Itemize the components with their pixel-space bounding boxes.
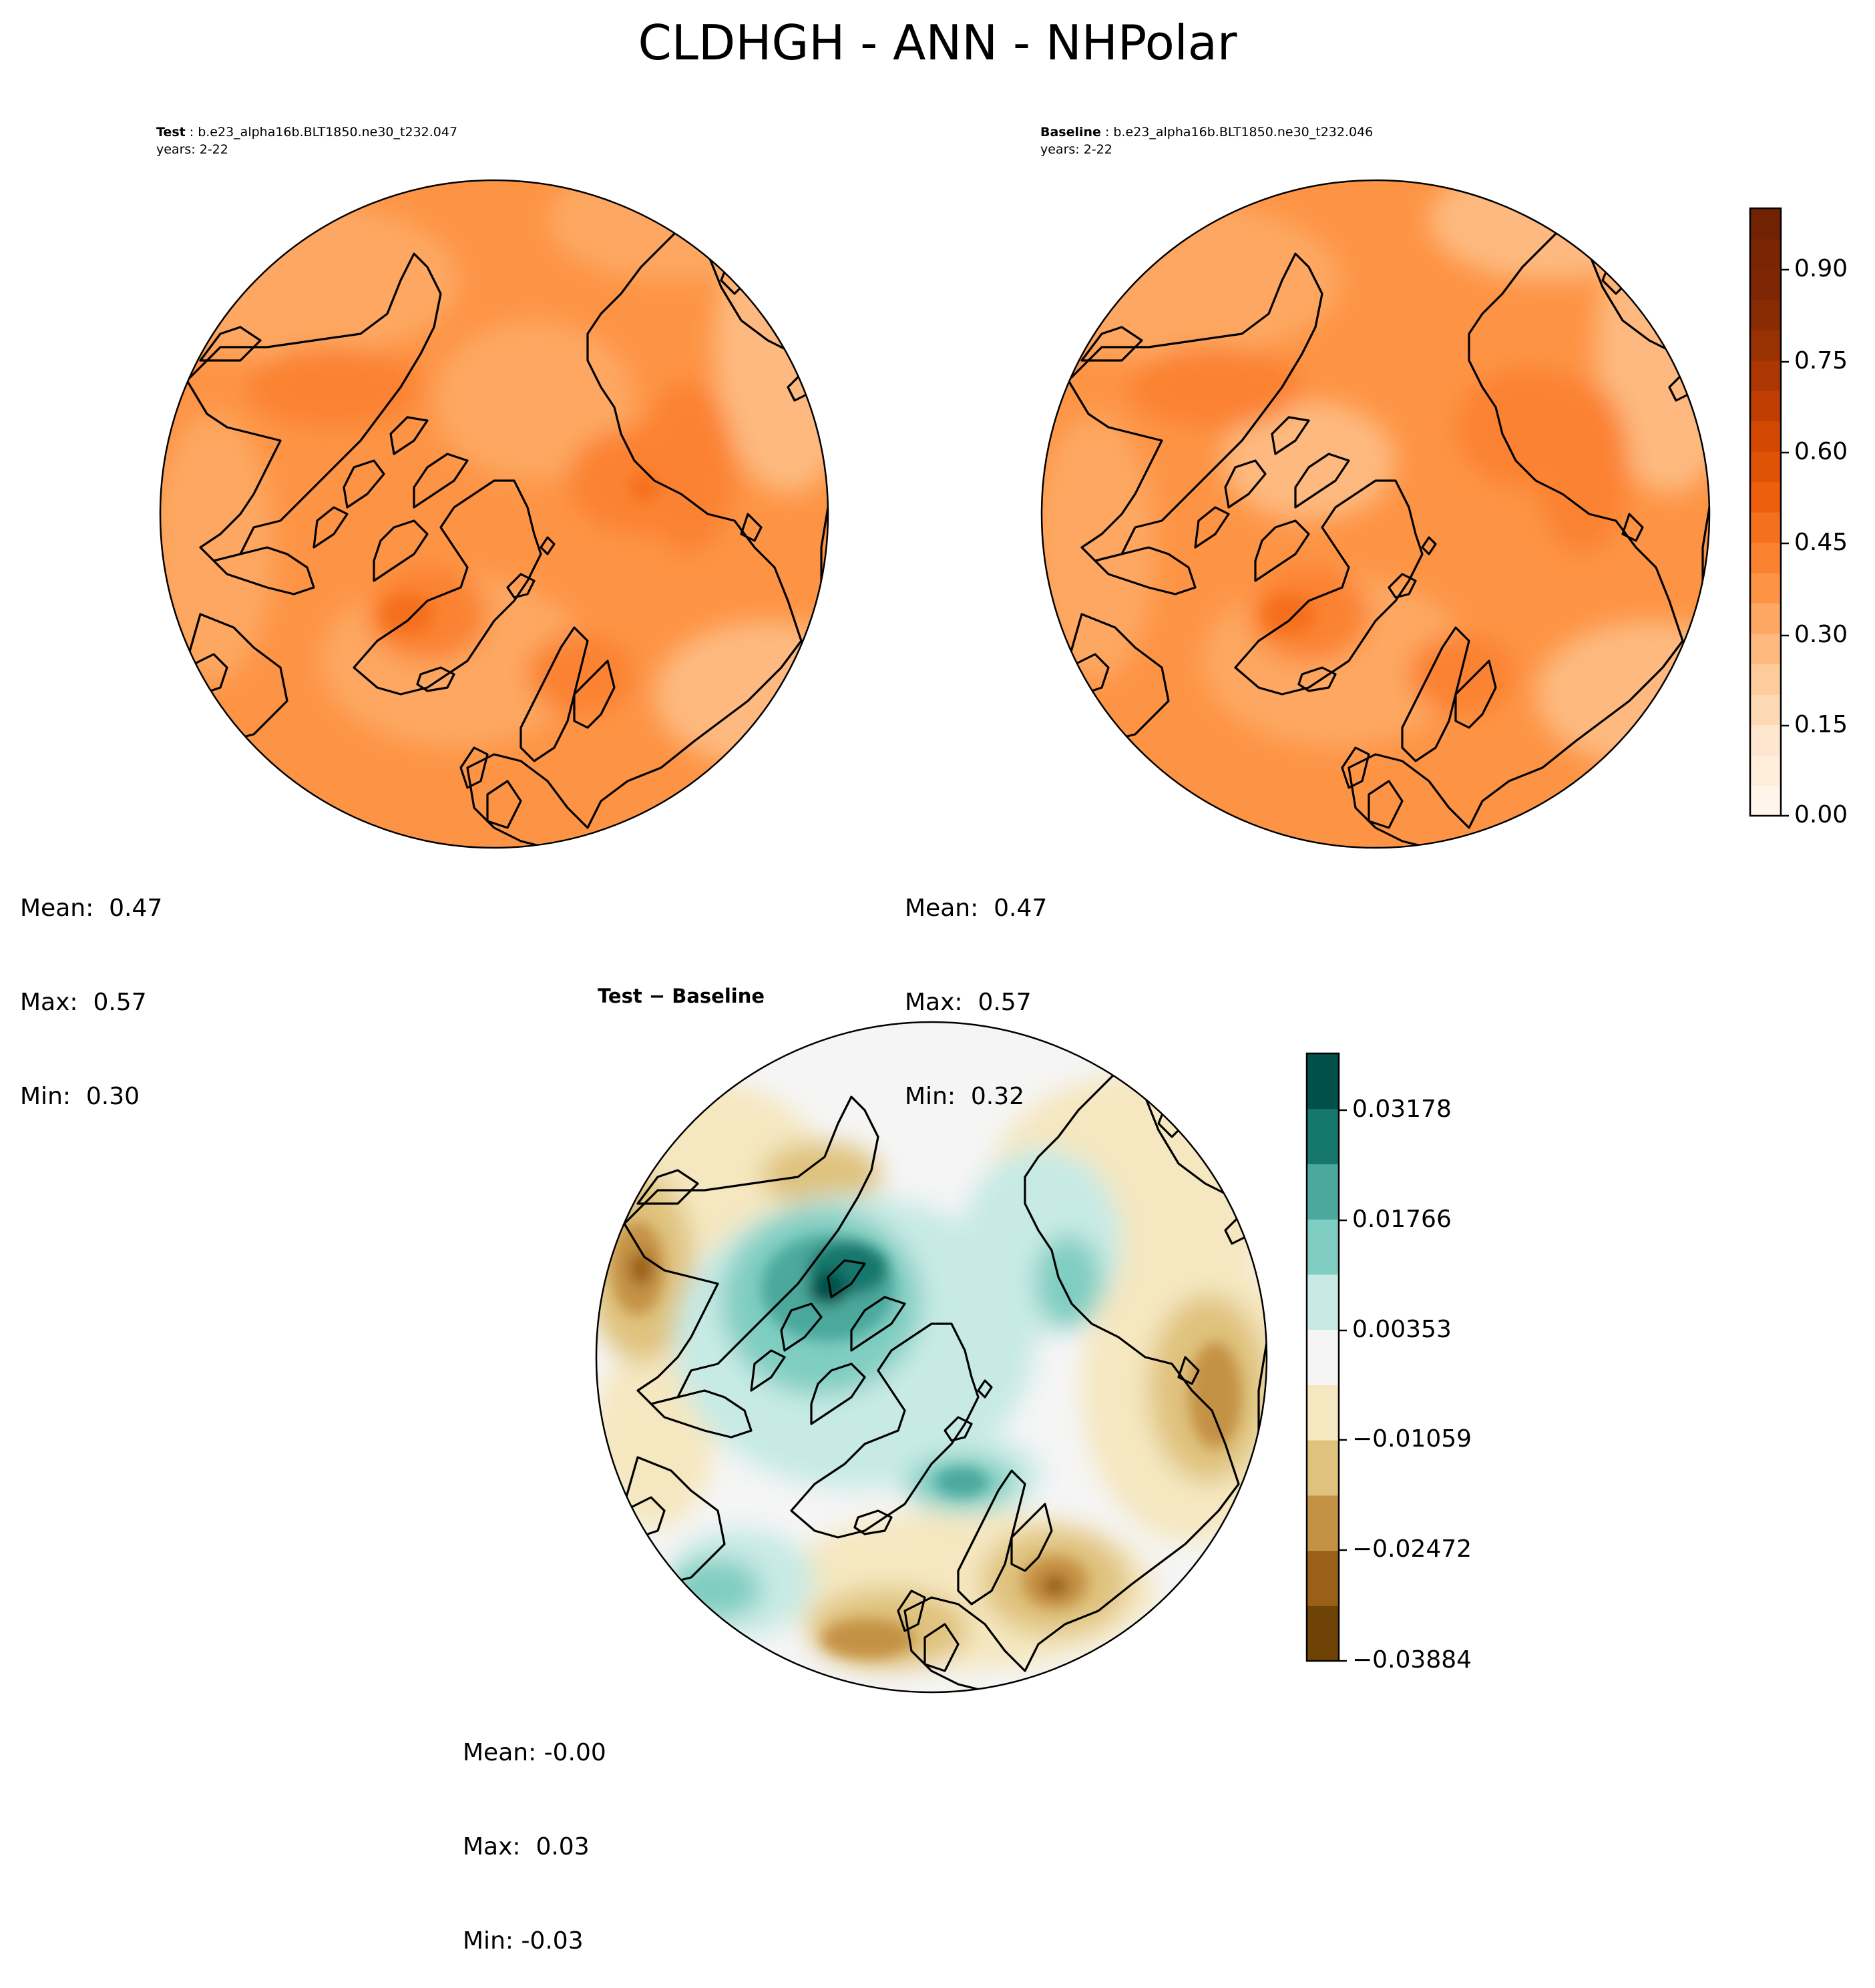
main-colorbar-level [1750,208,1781,240]
baseline-label: Baseline [1040,125,1101,140]
baseline-map [1040,179,1711,849]
test-case-line: Test : b.e23_alpha16b.BLT1850.ne30_t232.… [156,125,458,140]
main-colorbar-tick-label: 0.15 [1794,711,1848,738]
main-colorbar-level [1750,542,1781,573]
baseline-stat-max: Max: 0.57 [905,989,1032,1016]
main-colorbar-tick-label: 0.45 [1794,529,1848,556]
test-stat-min: Min: 0.30 [20,1083,140,1110]
test-stat-mean: Mean: 0.47 [20,895,163,922]
diff-colorbar-level [1307,1219,1339,1275]
diff-colorbar-level [1307,1108,1339,1165]
diff-stat-min: Min: -0.03 [463,1927,584,1955]
main-colorbar-level [1750,391,1781,422]
diff-colorbar-level [1307,1605,1339,1662]
diff-colorbar-level [1307,1550,1339,1606]
main-colorbar-level [1750,299,1781,330]
diff-colorbar-level [1307,1385,1339,1441]
main-colorbar-level [1750,755,1781,786]
diff-colorbar-tick-label: 0.01766 [1352,1206,1452,1233]
diff-colorbar [1305,1052,1347,1662]
diff-colorbar-tick-label: −0.02472 [1352,1535,1472,1563]
diff-stat-mean: Mean: -0.00 [463,1739,606,1766]
baseline-case-line: Baseline : b.e23_alpha16b.BLT1850.ne30_t… [1040,125,1374,140]
main-colorbar [1749,207,1789,817]
diff-colorbar-level [1307,1329,1339,1385]
main-colorbar-tick-label: 0.00 [1794,801,1848,828]
test-stat-max: Max: 0.57 [20,989,147,1016]
diff-stat-max: Max: 0.03 [463,1833,590,1860]
diff-colorbar-level [1307,1495,1339,1551]
diff-title: Test − Baseline [598,985,765,1007]
main-colorbar-level [1750,785,1781,816]
figure-title: CLDHGH - ANN - NHPolar [638,15,1237,71]
diff-colorbar-tick-label: −0.01059 [1352,1425,1472,1453]
diff-colorbar-tick-label: −0.03884 [1352,1646,1472,1674]
test-map [159,179,829,849]
main-colorbar-frame [1749,207,1782,817]
main-colorbar-level [1750,724,1781,756]
test-case-name: b.e23_alpha16b.BLT1850.ne30_t232.047 [198,125,458,140]
main-colorbar-level [1750,512,1781,543]
diff-colorbar-frame [1305,1052,1340,1662]
main-colorbar-level [1750,360,1781,391]
main-colorbar-level [1750,573,1781,604]
diff-colorbar-level [1307,1164,1339,1220]
main-colorbar-level [1750,603,1781,634]
baseline-case-name: b.e23_alpha16b.BLT1850.ne30_t232.046 [1113,125,1374,140]
main-colorbar-level [1750,664,1781,695]
main-colorbar-level [1750,481,1781,513]
diff-colorbar-level [1307,1274,1339,1330]
test-years: years: 2-22 [156,142,228,157]
main-colorbar-level [1750,451,1781,483]
main-colorbar-tick-label: 0.30 [1794,621,1848,648]
test-label: Test [156,125,186,140]
diff-map [595,1021,1268,1694]
main-colorbar-level [1750,421,1781,452]
main-colorbar-level [1750,269,1781,300]
diff-stats: Mean: -0.00 Max: 0.03 Min: -0.03 [463,1674,606,1988]
baseline-years: years: 2-22 [1040,142,1112,157]
diff-colorbar-level [1307,1440,1339,1496]
diff-colorbar-tick-label: 0.03178 [1352,1095,1452,1123]
figure-canvas [159,179,1789,1694]
main-colorbar-level [1750,634,1781,665]
test-stats: Mean: 0.47 Max: 0.57 Min: 0.30 [20,830,162,1144]
baseline-stat-min: Min: 0.32 [905,1083,1025,1110]
main-colorbar-tick-label: 0.75 [1794,347,1848,375]
baseline-stat-mean: Mean: 0.47 [905,895,1048,922]
diff-colorbar-tick-label: 0.00353 [1352,1316,1452,1343]
main-colorbar-level [1750,694,1781,726]
main-colorbar-level [1750,238,1781,270]
main-colorbar-tick-label: 0.90 [1794,255,1848,282]
baseline-stats: Mean: 0.47 Max: 0.57 Min: 0.32 [905,830,1047,1144]
main-colorbar-tick-label: 0.60 [1794,438,1848,465]
main-colorbar-level [1750,330,1781,361]
diff-colorbar-level [1307,1053,1339,1109]
